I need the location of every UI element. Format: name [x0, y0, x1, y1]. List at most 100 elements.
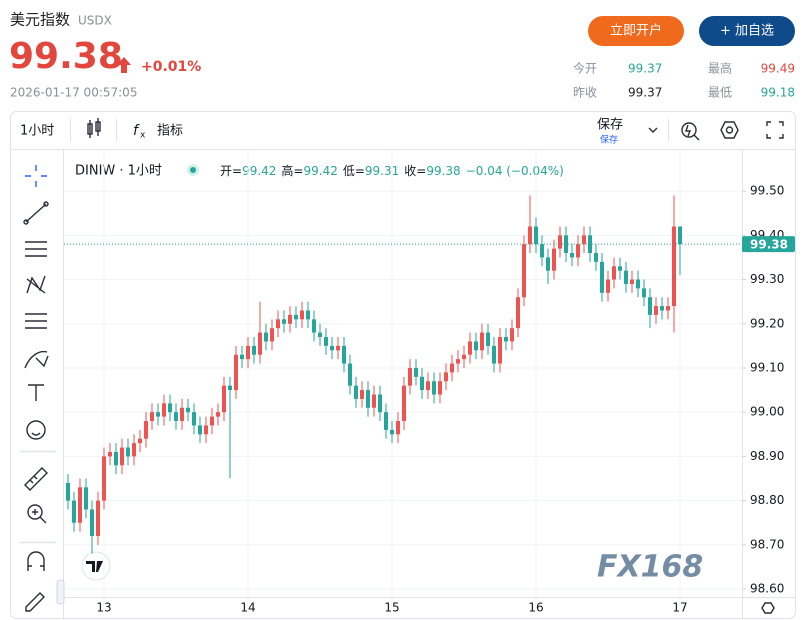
- candle-body: [210, 416, 214, 426]
- candle-body: [630, 279, 634, 284]
- candle-body: [534, 226, 538, 245]
- candle-body: [324, 337, 328, 346]
- candle-body: [498, 337, 502, 364]
- indicator-icon: f: [133, 123, 140, 139]
- interval-button[interactable]: 1小时: [20, 124, 54, 139]
- legend-ohlc: 开=99.42 高=99.42 低=99.31 收=99.38 −0.04 (−0.04…: [220, 163, 564, 178]
- open-account-button[interactable]: [588, 16, 684, 46]
- last-price-label: 99.38: [750, 238, 788, 252]
- candle-body: [480, 332, 484, 351]
- candle-body: [540, 244, 544, 258]
- candle-body: [366, 390, 370, 408]
- drawing-tools[interactable]: [20, 165, 56, 612]
- candle-body: [660, 306, 664, 311]
- watermark: FX168: [597, 550, 703, 585]
- candle-body: [90, 509, 94, 536]
- candle-body: [474, 341, 478, 351]
- candle-body: [228, 385, 232, 391]
- candle-body: [636, 279, 640, 289]
- candle-body: [204, 425, 208, 435]
- candle-body: [606, 279, 610, 293]
- candle-body: [132, 443, 136, 457]
- stat-label: 今开: [573, 61, 597, 76]
- candle-body: [336, 345, 340, 351]
- candle-body: [576, 244, 580, 258]
- candle-body: [432, 381, 436, 395]
- candle-body: [180, 407, 184, 422]
- candle-body: [450, 363, 454, 373]
- candle-body: [678, 226, 682, 245]
- candle-body: [666, 306, 670, 311]
- candle-body: [78, 487, 82, 523]
- candle-body: [114, 451, 118, 466]
- candle-body: [144, 421, 148, 439]
- settings-button[interactable]: [720, 121, 739, 139]
- x-tick-label: 13: [96, 601, 111, 615]
- candle-body: [402, 385, 406, 422]
- legend-label: 开=: [220, 164, 242, 178]
- candle-body: [354, 385, 358, 399]
- candle-body: [456, 359, 460, 364]
- quick-search-button[interactable]: [681, 122, 700, 141]
- candle-body: [342, 345, 346, 364]
- candle-body: [246, 345, 250, 360]
- candle-type-button[interactable]: [87, 118, 101, 138]
- candle-body: [600, 261, 604, 293]
- y-tick-label: 98.80: [750, 493, 784, 507]
- candle-body: [330, 345, 334, 351]
- save-dropdown[interactable]: [648, 127, 658, 133]
- candle-body: [612, 266, 616, 280]
- candle-body: [654, 306, 658, 315]
- candle-body: [270, 328, 274, 342]
- candle-body: [444, 372, 448, 382]
- candle-body: [222, 385, 226, 413]
- y-tick-label: 99.00: [750, 405, 784, 419]
- status-dot: [190, 167, 196, 173]
- axis-settings-button[interactable]: [761, 602, 775, 614]
- candle-body: [318, 332, 322, 338]
- change: +0.01%: [141, 59, 201, 75]
- candle-body: [390, 429, 394, 435]
- up-arrow: [117, 57, 131, 73]
- tv-logo-bg: [81, 551, 111, 581]
- sidebar-collapse[interactable]: [56, 579, 65, 605]
- candle-body: [186, 407, 190, 413]
- x-tick-label: 14: [240, 601, 255, 615]
- candle-body: [468, 341, 472, 355]
- candle-body: [174, 412, 178, 422]
- candle-body: [420, 376, 424, 391]
- stat-label: 昨收: [573, 86, 597, 100]
- legend-symbol: DINIW · 1小时: [75, 164, 162, 179]
- candle-body: [618, 266, 622, 271]
- candle-body: [522, 244, 526, 298]
- x-tick-label: 15: [384, 601, 399, 615]
- add-watch-button[interactable]: [699, 16, 795, 46]
- candle-body: [84, 487, 88, 510]
- fullscreen-button[interactable]: [766, 121, 784, 139]
- save-button[interactable]: 保存: [597, 118, 623, 133]
- candle-body: [306, 310, 310, 320]
- stat-value: 99.49: [761, 62, 795, 76]
- save-sub-label: 保存: [600, 134, 618, 146]
- candle-body: [510, 328, 514, 342]
- candle-body: [552, 248, 556, 271]
- candle-body: [462, 354, 466, 360]
- candle-body: [624, 270, 628, 284]
- indicators-button[interactable]: 指标: [157, 124, 183, 139]
- candle-body: [276, 319, 280, 329]
- candle-body: [426, 381, 430, 391]
- add-watch-label: + 加自选: [720, 24, 774, 39]
- last-price-tag: [742, 236, 795, 253]
- candle-body: [192, 412, 196, 426]
- candle-body: [372, 394, 376, 408]
- legend-change: −0.04 (−0.04%): [466, 164, 564, 178]
- open-account-label: 立即开户: [610, 23, 662, 39]
- candle-body: [258, 332, 262, 355]
- candle-body: [264, 332, 268, 342]
- candle-body: [648, 297, 652, 315]
- legend-label: 收=: [404, 164, 426, 178]
- candle-body: [438, 381, 442, 395]
- candle-body: [156, 412, 160, 417]
- x-tick-label: 16: [528, 601, 543, 615]
- candle-body: [108, 451, 112, 457]
